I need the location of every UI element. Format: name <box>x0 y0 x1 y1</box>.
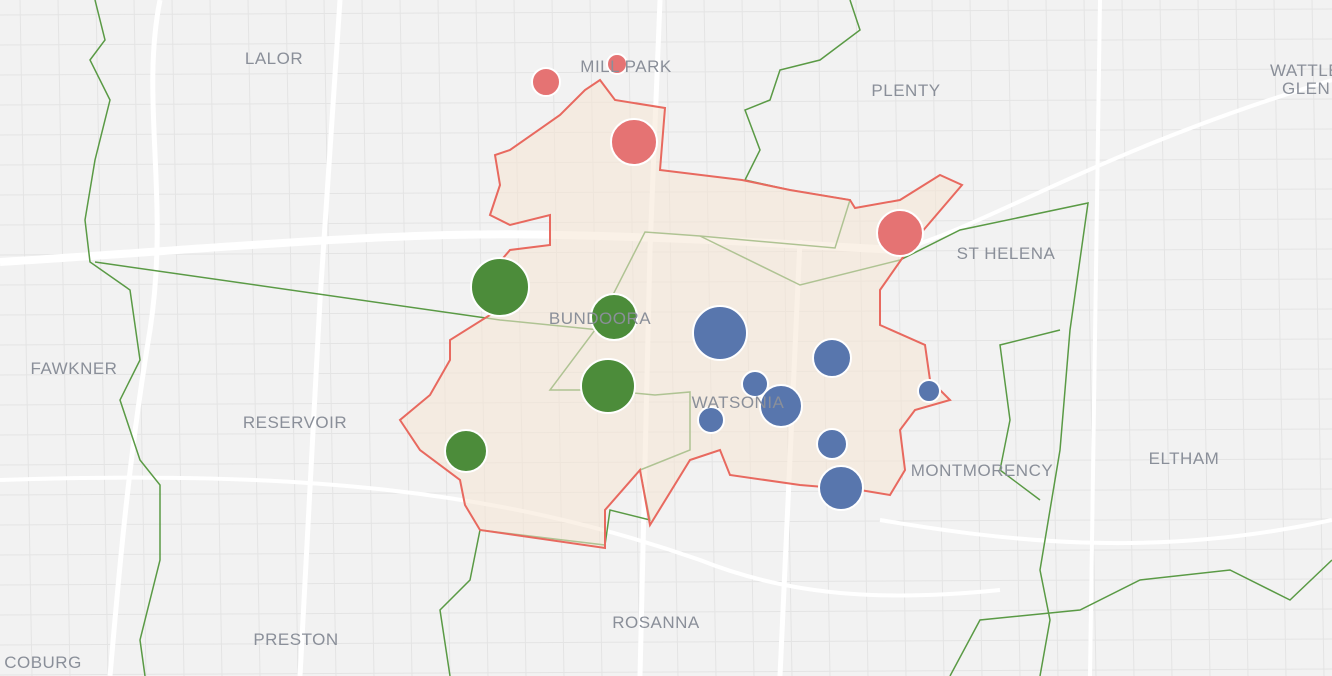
region-polygon <box>398 78 964 550</box>
place-labels: LALOR MILL PARK PLENTY WATTLE GLEN ST HE… <box>4 49 1332 672</box>
place-label: ROSANNA <box>612 613 700 632</box>
street <box>0 578 1332 586</box>
marker <box>610 118 658 166</box>
place-label: COBURG <box>4 653 82 672</box>
street <box>1273 0 1287 676</box>
place-label: WATTLE <box>1270 61 1332 80</box>
marker <box>531 67 561 97</box>
street <box>0 518 1332 526</box>
place-label: ST HELENA <box>957 244 1056 263</box>
street <box>0 668 1332 676</box>
marker <box>812 338 852 378</box>
street <box>0 98 1332 106</box>
street <box>1121 0 1135 676</box>
street <box>437 0 451 676</box>
street <box>1159 0 1173 676</box>
place-label: MILL PARK <box>580 57 672 76</box>
green-boundary <box>84 0 161 676</box>
street <box>1007 0 1021 676</box>
street <box>171 0 185 676</box>
street <box>0 8 1332 16</box>
street <box>0 68 1332 76</box>
street <box>931 0 945 676</box>
street <box>1045 0 1059 676</box>
green-boundary <box>999 329 1061 501</box>
place-label: FAWKNER <box>31 359 118 378</box>
marker <box>692 305 748 361</box>
place-label: ELTHAM <box>1149 449 1220 468</box>
street <box>133 0 147 676</box>
street <box>95 0 109 676</box>
street <box>19 0 33 676</box>
street <box>323 0 337 676</box>
marker <box>580 358 636 414</box>
street <box>57 0 71 676</box>
street <box>361 0 375 676</box>
street <box>0 638 1332 646</box>
street <box>285 0 299 676</box>
marker <box>697 406 725 434</box>
marker <box>741 370 769 398</box>
street <box>0 128 1332 136</box>
marker <box>759 384 803 428</box>
street <box>0 608 1332 616</box>
street <box>0 548 1332 556</box>
place-label: MONTMORENCY <box>911 461 1053 480</box>
street <box>247 0 261 676</box>
green-boundary <box>949 559 1332 676</box>
place-label: PRESTON <box>253 630 338 649</box>
street <box>1197 0 1211 676</box>
place-label: GLEN <box>1282 79 1330 98</box>
place-label: WATSONIA <box>692 393 785 412</box>
marker <box>818 465 864 511</box>
marker <box>606 53 628 75</box>
street <box>1083 0 1097 676</box>
marker <box>917 379 941 403</box>
marker <box>590 293 638 341</box>
street <box>399 0 413 676</box>
markers <box>444 53 941 511</box>
place-label: RESERVOIR <box>243 413 347 432</box>
street <box>209 0 223 676</box>
marker <box>816 428 848 460</box>
street <box>969 0 983 676</box>
marker <box>470 257 530 317</box>
place-label: LALOR <box>245 49 303 68</box>
street <box>0 38 1332 46</box>
place-label: BUNDOORA <box>549 309 651 328</box>
marker <box>876 209 924 257</box>
street <box>1311 0 1325 676</box>
place-label: PLENTY <box>871 81 940 100</box>
marker <box>444 429 488 473</box>
